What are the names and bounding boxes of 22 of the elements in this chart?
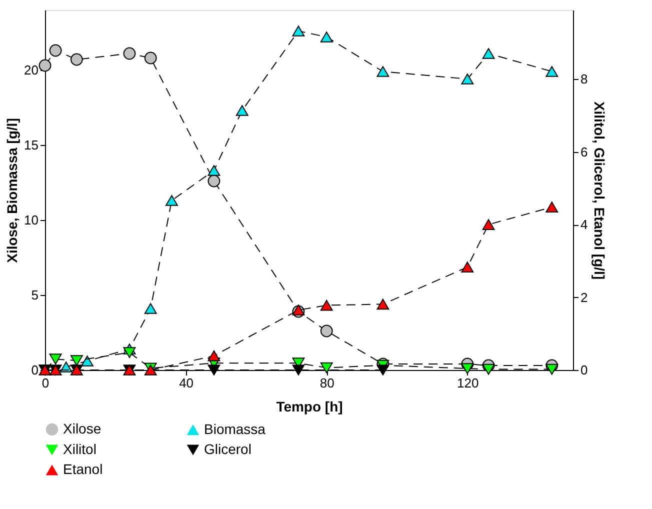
y-axis-title: Xilose, Biomassa [g/l] bbox=[4, 118, 20, 263]
y2-tick-label: 4 bbox=[580, 217, 588, 232]
legend-label: Etanol bbox=[63, 461, 103, 477]
y-tick-label: 15 bbox=[24, 138, 38, 152]
y-tick-label: 0 bbox=[31, 362, 38, 378]
x-tick-label: 120 bbox=[457, 376, 479, 390]
legend-label: Xilitol bbox=[63, 441, 96, 457]
y2-axis-title: Xilitol, Glicerol, Etanol [g/l] bbox=[592, 101, 608, 280]
y2-tick-label: 2 bbox=[580, 290, 588, 305]
legend-label: Xilose bbox=[63, 420, 102, 436]
y-tick-label: 5 bbox=[31, 288, 38, 302]
y-tick-label: 10 bbox=[24, 212, 38, 228]
y-tick-label: 20 bbox=[24, 62, 38, 78]
legend-label: Glicerol bbox=[204, 441, 252, 457]
x-axis-title: Tempo [h] bbox=[276, 398, 343, 414]
x-tick-label: 40 bbox=[179, 376, 194, 390]
y2-tick-label: 6 bbox=[580, 144, 588, 160]
y2-tick-label: 8 bbox=[580, 72, 588, 87]
x-tick-label: 0 bbox=[42, 376, 50, 390]
y2-tick-label: 0 bbox=[580, 362, 588, 378]
legend-label: Biomassa bbox=[204, 420, 266, 437]
x-tick-label: 80 bbox=[320, 376, 334, 390]
